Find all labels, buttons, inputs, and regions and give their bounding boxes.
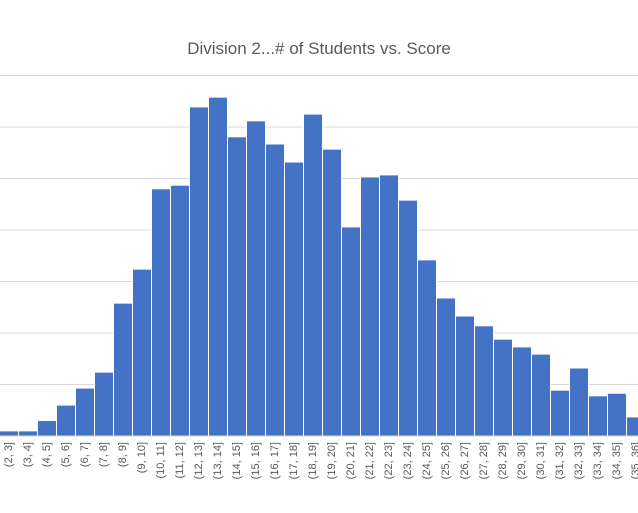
x-tick-label: (25, 26] <box>440 442 452 479</box>
x-tick-label: (30, 31] <box>535 442 547 479</box>
x-tick-label: (28, 29] <box>497 442 509 479</box>
x-tick-label: (24, 25] <box>421 442 433 479</box>
x-tick-label: (18, 19] <box>307 442 319 479</box>
bar <box>607 392 627 437</box>
x-tick-label: (34, 35] <box>611 442 623 479</box>
x-tick-label: (19, 20] <box>326 442 338 479</box>
x-tick-label: (11, 12] <box>174 442 186 479</box>
bar <box>113 302 133 437</box>
bar <box>265 143 285 437</box>
x-tick-label: (26, 27] <box>459 442 471 479</box>
x-tick-label: (13, 14] <box>212 442 224 479</box>
bar <box>360 176 380 437</box>
bar <box>189 106 209 437</box>
bar <box>208 96 228 437</box>
bar <box>151 188 171 437</box>
bar <box>379 174 399 437</box>
bar <box>227 136 247 437</box>
x-tick-label: (31, 32] <box>554 442 566 479</box>
x-tick-label: (27, 28] <box>478 442 490 479</box>
bar <box>170 184 190 437</box>
x-tick-label: (5, 6] <box>60 442 72 467</box>
chart-title: Division 2...# of Students vs. Score <box>187 39 451 58</box>
bar <box>246 120 266 437</box>
x-tick-label: (35, 36] <box>630 442 638 479</box>
bar <box>37 420 57 437</box>
bar <box>588 395 608 437</box>
x-tick-label: (22, 23] <box>383 442 395 479</box>
bar <box>626 416 638 437</box>
x-tick-label: (17, 18] <box>288 442 300 479</box>
bar <box>417 259 437 437</box>
bar <box>569 367 589 437</box>
bar <box>322 148 342 437</box>
bar <box>341 226 361 437</box>
bar <box>18 430 38 437</box>
x-tick-label: (14, 15] <box>231 442 243 479</box>
x-tick-label: (21, 22] <box>364 442 376 479</box>
bar <box>512 346 532 437</box>
bar <box>94 371 114 437</box>
bar <box>303 113 323 437</box>
x-tick-label: (29, 30] <box>516 442 528 479</box>
x-tick-label: (7, 8] <box>98 442 110 467</box>
x-tick-label: (23, 24] <box>402 442 414 479</box>
x-tick-label: (3, 4] <box>22 442 34 467</box>
x-tick-label: (12, 13] <box>193 442 205 479</box>
x-tick-label: (10, 11] <box>155 442 167 479</box>
bar <box>455 315 475 437</box>
bar <box>0 430 19 437</box>
bar <box>398 199 418 437</box>
x-tick-label: (4, 5] <box>41 442 53 467</box>
x-tick-label: (6, 7] <box>79 442 91 467</box>
x-tick-label: (15, 16] <box>250 442 262 479</box>
x-tick-label: (20, 21] <box>345 442 357 479</box>
bar <box>75 387 95 437</box>
x-tick-label: (16, 17] <box>269 442 281 479</box>
bar <box>550 389 570 437</box>
x-tick-label: (9, 10] <box>136 442 148 473</box>
bar <box>132 268 152 437</box>
bar <box>474 325 494 437</box>
bar <box>284 161 304 437</box>
bar <box>531 353 551 437</box>
x-tick-label: (2, 3] <box>3 442 15 467</box>
bar <box>493 338 513 437</box>
x-tick-label: (32, 33] <box>573 442 585 479</box>
x-tick-label: (33, 34] <box>592 442 604 479</box>
bar <box>436 297 456 437</box>
bar <box>56 404 76 437</box>
x-tick-label: (8, 9] <box>117 442 129 467</box>
